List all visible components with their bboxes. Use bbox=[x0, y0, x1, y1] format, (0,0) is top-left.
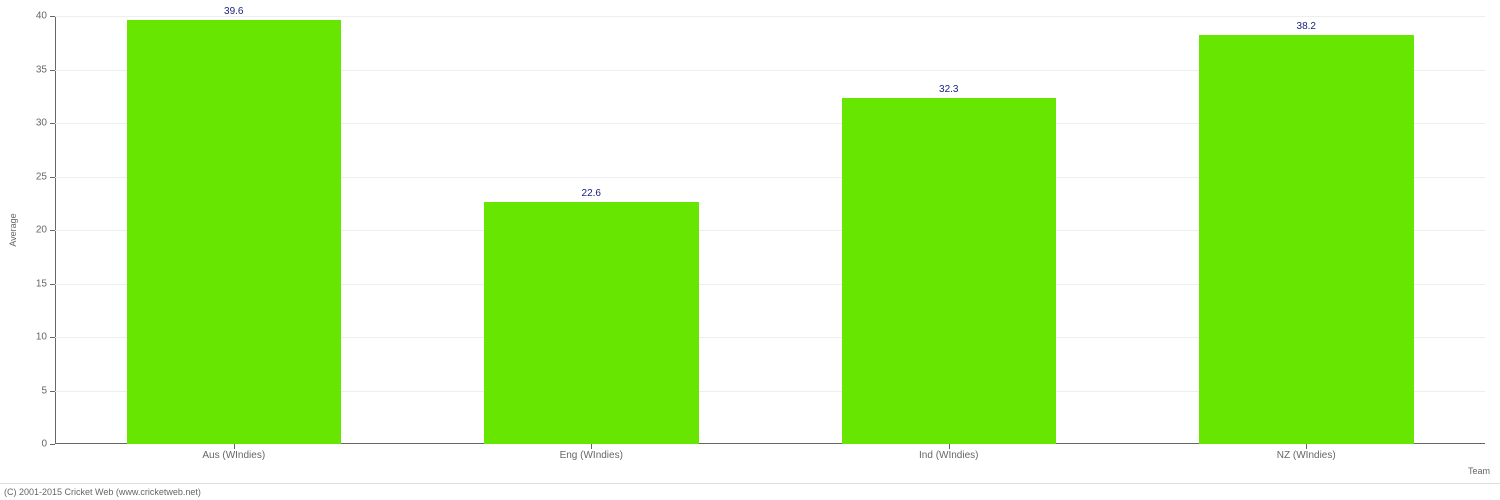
x-tick-label: Eng (WIndies) bbox=[560, 444, 623, 461]
x-tick-label: NZ (WIndies) bbox=[1277, 444, 1336, 461]
value-label: 39.6 bbox=[224, 6, 243, 17]
value-label: 22.6 bbox=[582, 188, 601, 199]
y-tick-label: 5 bbox=[41, 385, 55, 396]
value-label: 38.2 bbox=[1297, 21, 1316, 32]
y-tick-label: 0 bbox=[41, 439, 55, 450]
x-tick-label: Aus (WIndies) bbox=[202, 444, 265, 461]
x-tick-label: Ind (WIndies) bbox=[919, 444, 978, 461]
y-axis-title: Average bbox=[8, 213, 18, 246]
y-tick-label: 40 bbox=[36, 11, 55, 22]
value-label: 32.3 bbox=[939, 84, 958, 95]
bar bbox=[842, 98, 1057, 444]
y-tick-label: 30 bbox=[36, 118, 55, 129]
bar bbox=[127, 20, 342, 444]
y-tick-label: 15 bbox=[36, 278, 55, 289]
bar bbox=[484, 202, 699, 444]
copyright-divider bbox=[0, 483, 1500, 484]
plot-area: 051015202530354039.6Aus (WIndies)22.6Eng… bbox=[55, 16, 1485, 444]
y-tick-label: 35 bbox=[36, 64, 55, 75]
bar bbox=[1199, 35, 1414, 444]
copyright-text: (C) 2001-2015 Cricket Web (www.cricketwe… bbox=[4, 487, 201, 497]
y-tick-label: 25 bbox=[36, 171, 55, 182]
y-tick-label: 10 bbox=[36, 332, 55, 343]
y-tick-label: 20 bbox=[36, 225, 55, 236]
grid-line bbox=[55, 16, 1485, 17]
x-axis-title: Team bbox=[1468, 466, 1490, 476]
